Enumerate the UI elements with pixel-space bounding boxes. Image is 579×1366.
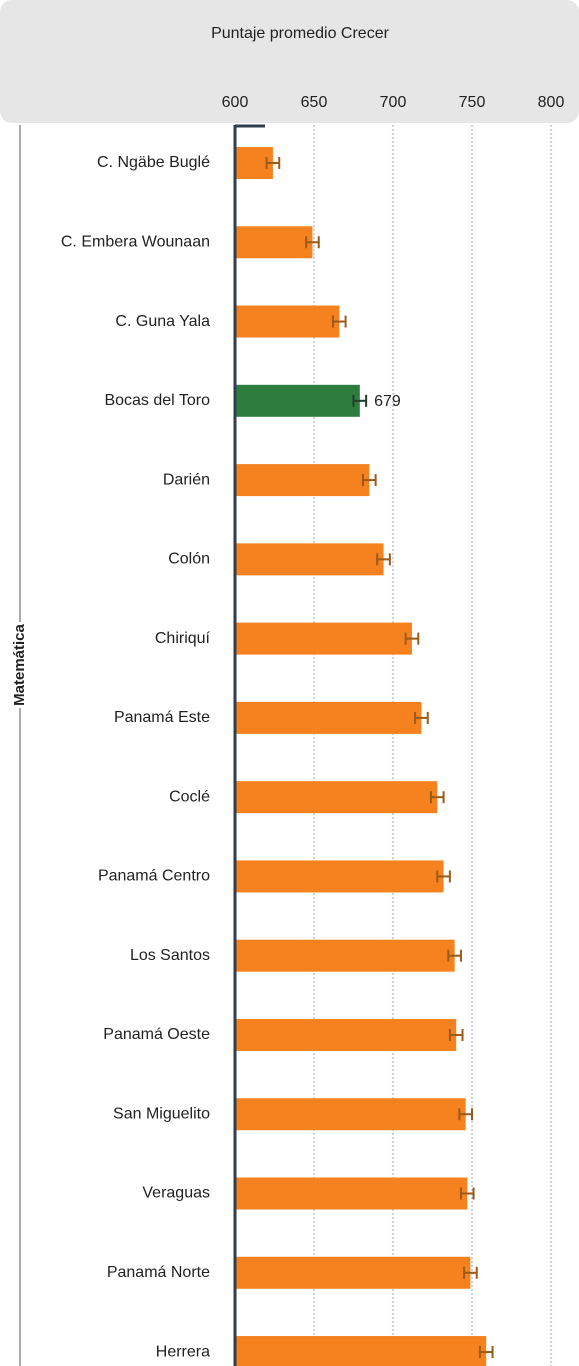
y-tick-label: Chiriquí	[155, 630, 211, 647]
y-tick-label: Bocas del Toro	[104, 392, 210, 409]
error-bar	[376, 553, 391, 566]
y-tick-label: San Miguelito	[113, 1105, 210, 1122]
bar	[235, 622, 412, 655]
x-tick-label: 750	[459, 94, 486, 111]
error-bar	[414, 711, 429, 724]
error-bar	[463, 1266, 478, 1279]
y-tick-label: Veraguas	[142, 1185, 210, 1202]
error-bar	[478, 1346, 494, 1359]
axis-header	[0, 0, 579, 123]
y-tick-label: Coclé	[169, 788, 210, 805]
bar	[235, 701, 422, 734]
error-bar	[429, 791, 445, 804]
error-bar	[458, 1108, 473, 1121]
y-tick-label: Colón	[168, 551, 210, 568]
bar	[235, 226, 313, 259]
error-bar	[352, 394, 368, 407]
error-bar	[459, 1187, 475, 1200]
x-tick-label: 650	[301, 94, 328, 111]
y-tick-label: Panamá Este	[114, 709, 210, 726]
y-tick-label: Los Santos	[130, 947, 210, 964]
y-tick-label: Panamá Centro	[98, 868, 210, 885]
bar	[235, 305, 340, 338]
y-tick-label: C. Embera Wounaan	[61, 233, 210, 250]
bar	[235, 1256, 471, 1289]
bar	[235, 781, 438, 814]
bar	[235, 860, 444, 893]
y-tick-label: Panamá Norte	[107, 1264, 210, 1281]
bar	[235, 543, 384, 576]
error-bar	[404, 632, 420, 645]
y-tick-label: Darién	[163, 471, 210, 488]
bar	[235, 1177, 468, 1210]
error-bar	[447, 949, 462, 962]
error-bar	[331, 315, 347, 328]
error-bar	[305, 236, 320, 249]
group-label: Matemática	[11, 623, 28, 705]
y-tick-label: Herrera	[156, 1343, 210, 1360]
bar	[235, 464, 370, 497]
y-tick-label: C. Ngäbe Buglé	[97, 154, 210, 171]
error-bar	[265, 157, 281, 169]
error-bar	[448, 1028, 464, 1041]
error-bar	[436, 870, 451, 883]
data-label: 679	[374, 393, 401, 410]
error-bar	[361, 474, 377, 487]
chart-title: Puntaje promedio Crecer	[211, 25, 390, 42]
bar	[235, 1018, 457, 1051]
bar	[235, 1098, 466, 1131]
x-tick-label: 700	[380, 94, 407, 111]
x-tick-label: 600	[222, 94, 249, 111]
bar	[235, 384, 360, 417]
bar	[235, 939, 455, 972]
y-tick-label: C. Guna Yala	[115, 313, 210, 330]
y-tick-label: Panamá Oeste	[103, 1026, 210, 1043]
x-tick-label: 800	[538, 94, 565, 111]
bar	[235, 1336, 487, 1366]
